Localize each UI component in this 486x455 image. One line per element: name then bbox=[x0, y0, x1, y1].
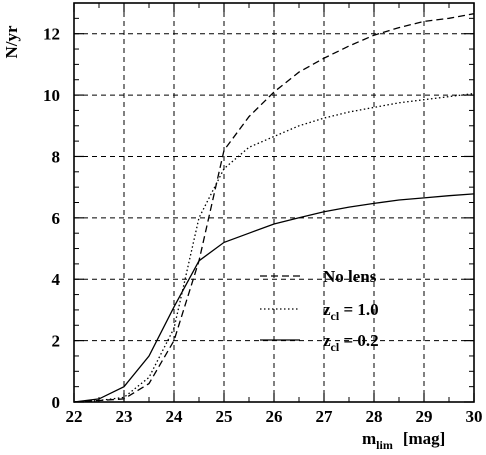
legend: No lens zcl = 1.0 zcl = 0.2 bbox=[260, 267, 379, 354]
x-tick-label: 23 bbox=[116, 407, 133, 426]
x-axis-label-unit: [mag] bbox=[403, 429, 445, 448]
x-axis-label: mlim [mag] bbox=[362, 429, 445, 452]
x-tick-label: 22 bbox=[66, 407, 83, 426]
grid-lines bbox=[74, 3, 474, 402]
x-axis-label-main: m bbox=[362, 429, 376, 448]
y-tick-label: 8 bbox=[52, 147, 61, 166]
series-line-3 bbox=[73, 193, 475, 403]
y-tick-label: 10 bbox=[43, 86, 60, 105]
x-tick-label: 29 bbox=[416, 407, 433, 426]
x-axis-label-sub: lim bbox=[376, 438, 393, 452]
x-tick-label: 24 bbox=[166, 407, 184, 426]
y-tick-label: 0 bbox=[52, 393, 61, 412]
y-axis-label: N/yr bbox=[2, 25, 21, 59]
x-tick-label: 26 bbox=[266, 407, 283, 426]
x-tick-label: 27 bbox=[316, 407, 334, 426]
legend-label: zcl = 1.0 bbox=[323, 300, 379, 323]
series-lines bbox=[73, 13, 475, 403]
legend-label: No lens bbox=[323, 267, 377, 286]
x-tick-label: 25 bbox=[216, 407, 233, 426]
y-tick-label: 4 bbox=[52, 270, 61, 289]
legend-label: zcl = 0.2 bbox=[323, 331, 379, 354]
series-line-1 bbox=[73, 13, 475, 403]
y-tick-label: 12 bbox=[43, 25, 60, 44]
series-line-2 bbox=[73, 92, 475, 403]
y-tick-label: 6 bbox=[52, 209, 61, 228]
y-tick-label: 2 bbox=[52, 332, 61, 351]
x-tick-label: 28 bbox=[366, 407, 383, 426]
x-tick-label: 30 bbox=[466, 407, 483, 426]
